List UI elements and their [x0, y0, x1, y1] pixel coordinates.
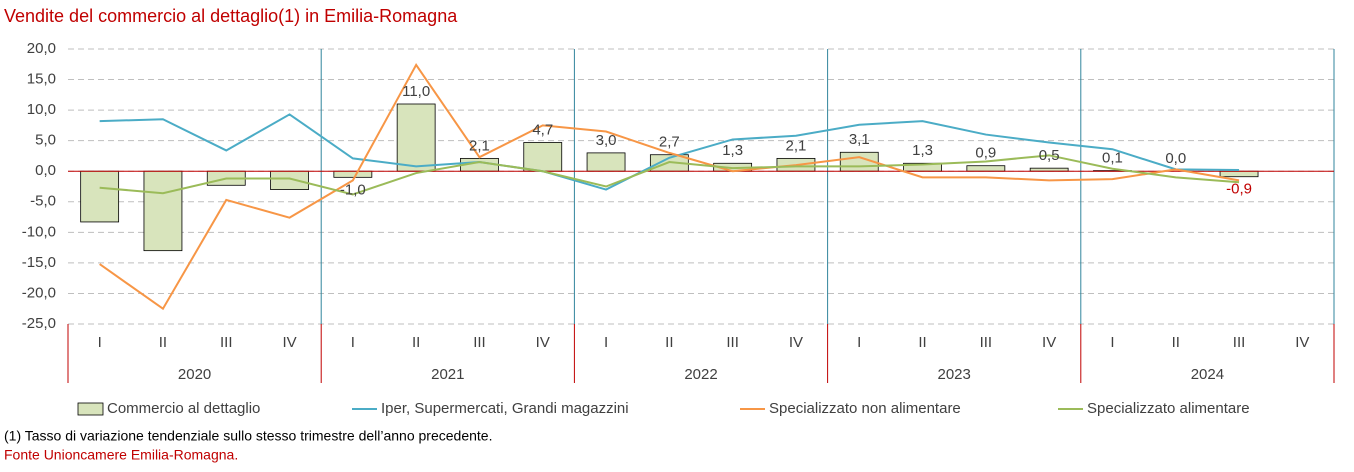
data-label: 0,9 [975, 145, 996, 162]
data-label: 2,1 [469, 137, 490, 154]
year-label: 2024 [1191, 366, 1224, 383]
bar [333, 170, 373, 178]
y-tick-label: 5,0 [35, 132, 56, 149]
x-tick-label: III [220, 334, 233, 351]
x-tick-label: I [857, 334, 861, 351]
year-label: 2022 [684, 366, 717, 383]
bar [396, 103, 436, 172]
data-label: 0,0 [1165, 150, 1186, 167]
bar [523, 142, 563, 172]
y-tick-label: 20,0 [27, 40, 56, 57]
footnote: (1) Tasso di variazione tendenziale sull… [4, 428, 492, 444]
y-tick-label: -20,0 [22, 284, 56, 301]
data-label: 1,3 [722, 142, 743, 159]
data-label: -1,0 [340, 181, 366, 198]
data-label: 11,0 [402, 83, 430, 100]
data-label: 0,5 [1039, 147, 1060, 164]
x-tick-label: III [473, 334, 486, 351]
year-label: 2020 [178, 366, 211, 383]
year-label: 2021 [431, 366, 464, 383]
data-label: 2,7 [659, 134, 680, 151]
x-tick-label: I [98, 334, 102, 351]
bar [966, 165, 1006, 172]
bar [586, 152, 626, 172]
y-tick-label: -15,0 [22, 254, 56, 271]
x-tick-label: III [726, 334, 739, 351]
data-label: 1,3 [912, 142, 933, 159]
legend-label: Specializzato non alimentare [769, 400, 961, 417]
bar [143, 170, 183, 252]
x-tick-label: IV [282, 334, 296, 351]
source: Fonte Unioncamere Emilia-Romagna. [4, 447, 238, 463]
bar [270, 170, 309, 190]
x-tick-label: II [665, 334, 673, 351]
data-label: 4,7 [532, 121, 553, 138]
x-tick-label: II [918, 334, 926, 351]
chart-title: Vendite del commercio al dettaglio(1) in… [4, 6, 458, 26]
x-tick-label: IV [1295, 334, 1309, 351]
data-label: 3,0 [596, 132, 617, 149]
bar [80, 170, 120, 223]
bar [1219, 170, 1259, 178]
x-tick-label: II [412, 334, 420, 351]
y-tick-label: 0,0 [35, 162, 56, 179]
x-tick-label: IV [789, 334, 803, 351]
x-tick-label: I [351, 334, 355, 351]
y-tick-label: -25,0 [22, 315, 56, 332]
line [99, 113, 1240, 191]
data-label: 3,1 [849, 131, 870, 148]
line [99, 62, 1240, 311]
data-label: -0,9 [1226, 181, 1252, 198]
legend-label: Commercio al dettaglio [107, 400, 260, 417]
y-tick-label: 10,0 [27, 101, 56, 118]
legend-swatch [77, 402, 104, 416]
data-label: 0,1 [1102, 150, 1123, 167]
y-tick-label: -5,0 [30, 193, 56, 210]
y-tick-label: 15,0 [27, 71, 56, 88]
x-tick-label: I [604, 334, 608, 351]
x-tick-label: II [1172, 334, 1180, 351]
x-tick-label: III [1233, 334, 1246, 351]
x-tick-label: IV [536, 334, 550, 351]
line [99, 154, 1240, 196]
x-tick-label: II [159, 334, 167, 351]
y-tick-label: -10,0 [22, 223, 56, 240]
x-tick-label: III [980, 334, 993, 351]
year-label: 2023 [938, 366, 971, 383]
data-label: 2,1 [786, 137, 807, 154]
legend-label: Specializzato alimentare [1087, 400, 1250, 417]
x-tick-label: I [1110, 334, 1114, 351]
x-tick-label: IV [1042, 334, 1056, 351]
legend-label: Iper, Supermercati, Grandi magazzini [381, 400, 629, 417]
